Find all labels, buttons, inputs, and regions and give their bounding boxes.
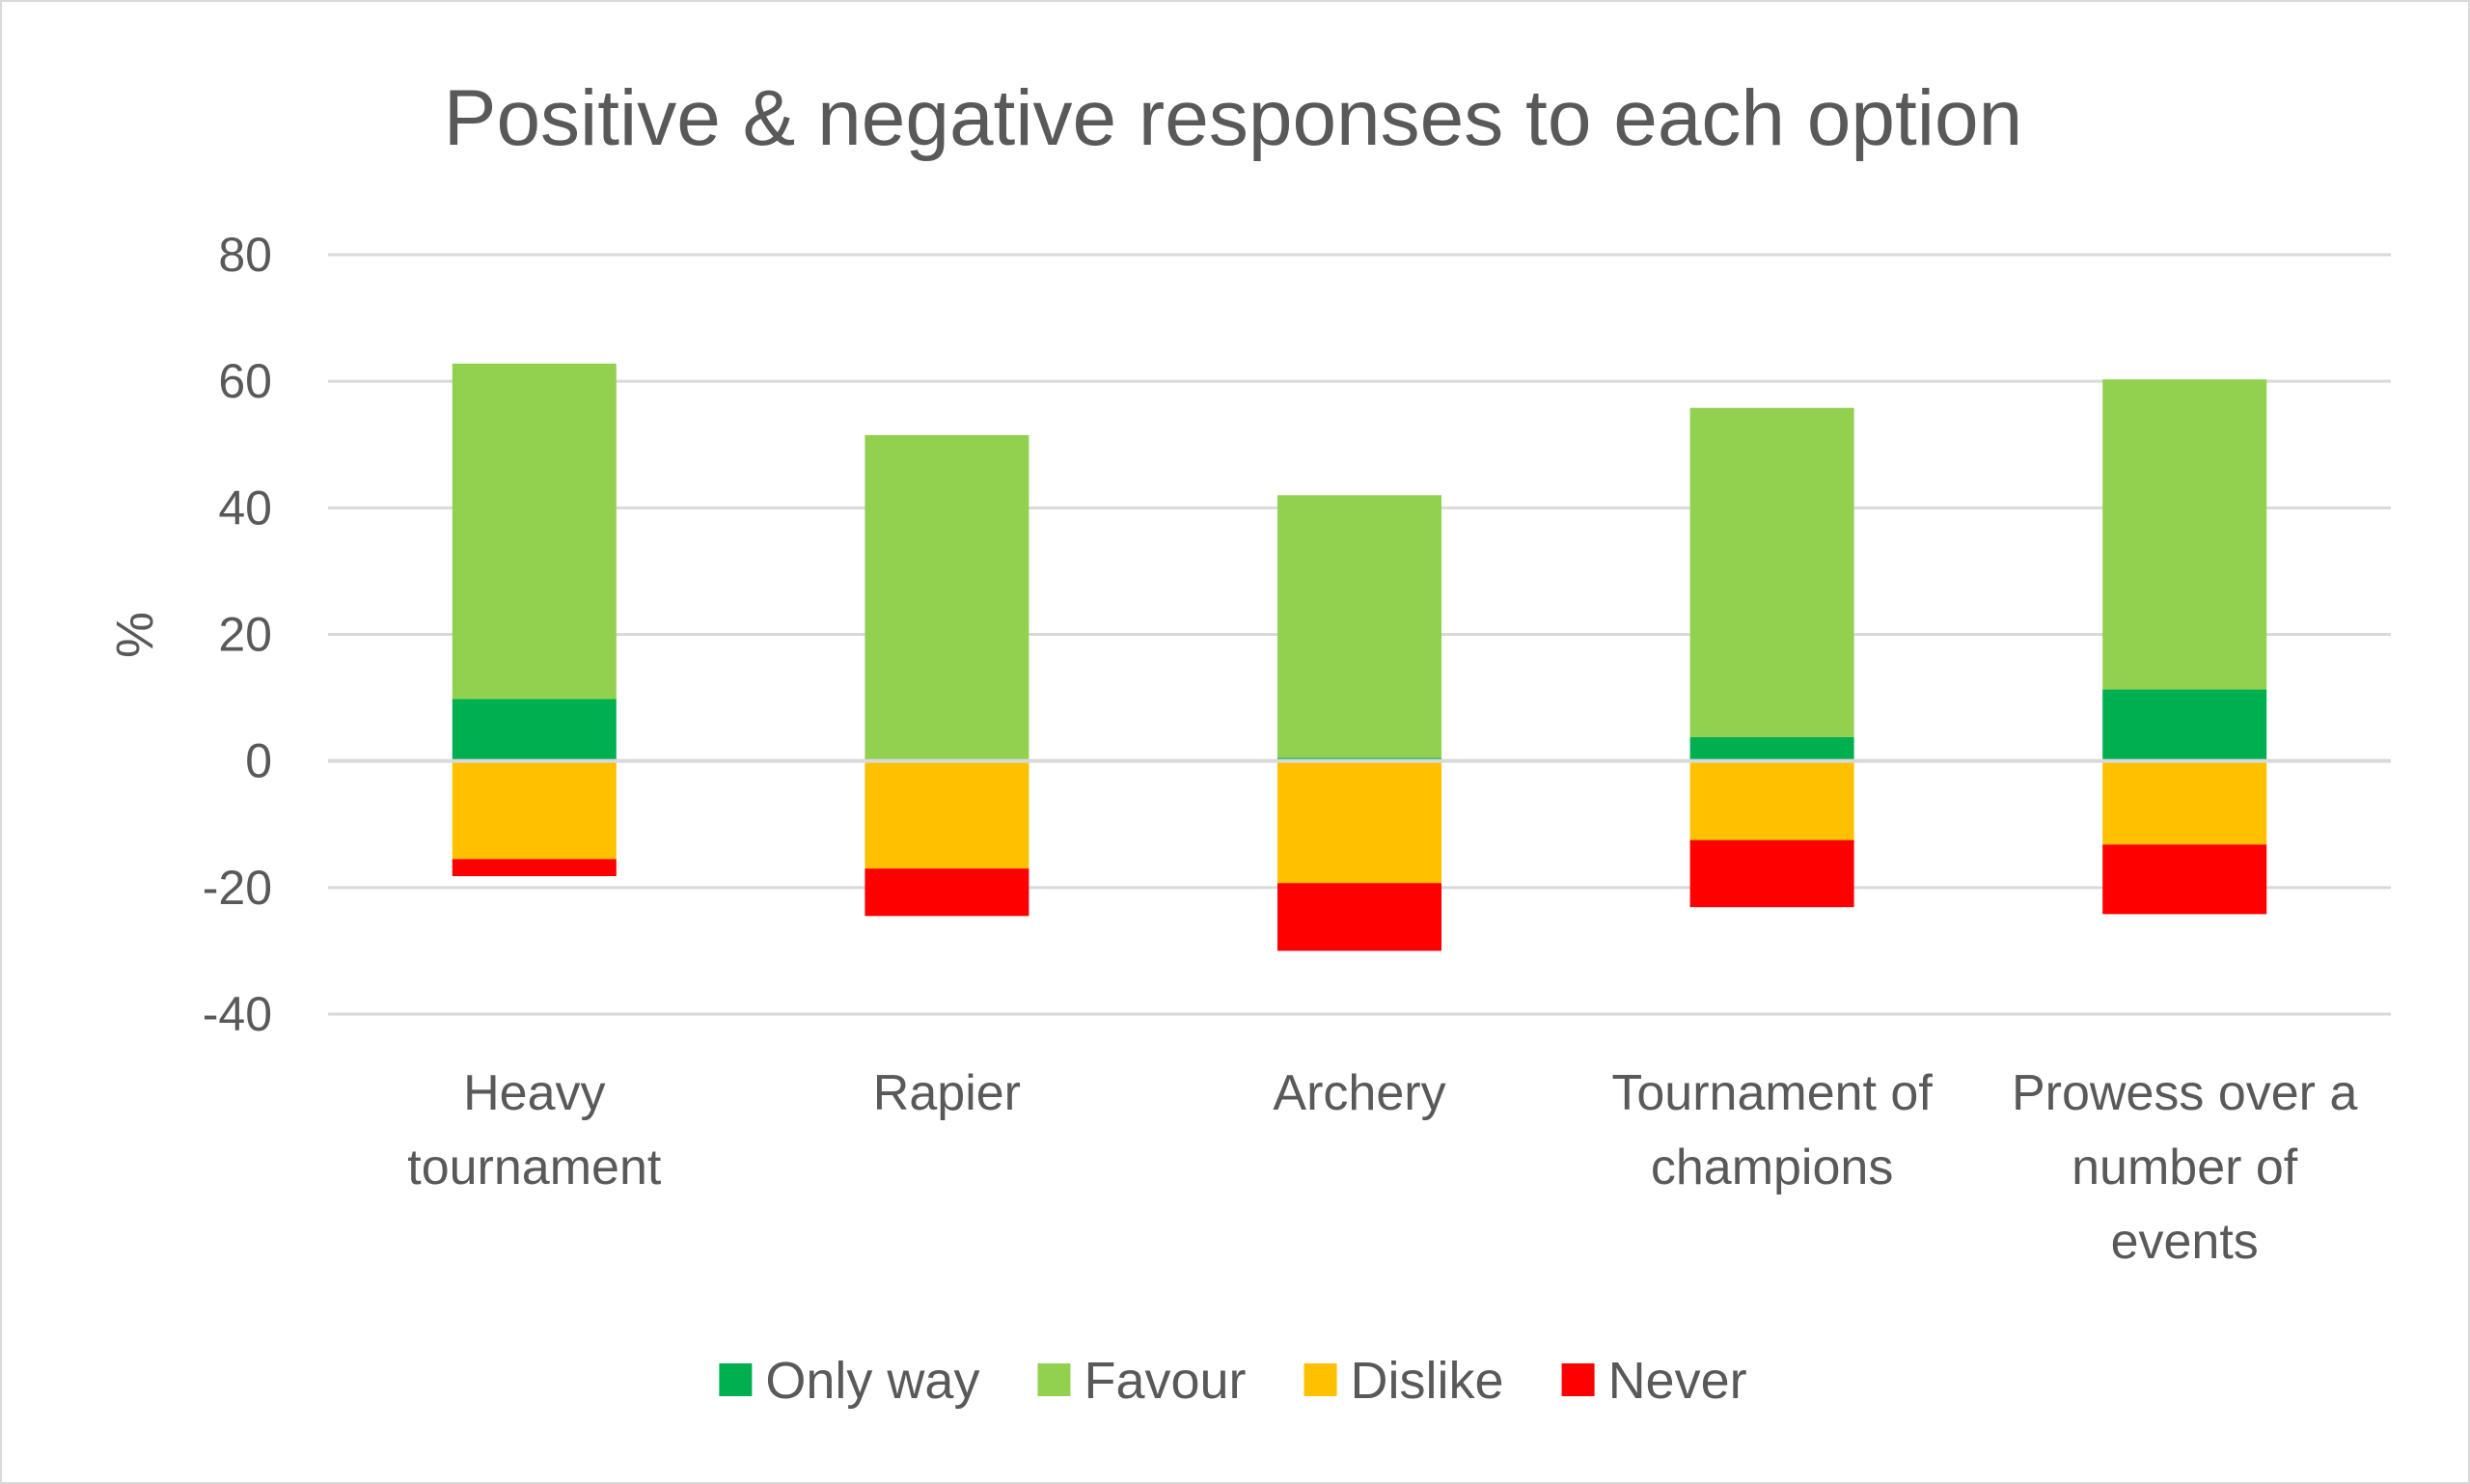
bar-segment-dislike [452, 760, 617, 860]
bar-segment-never [864, 868, 1029, 917]
legend-swatch [1561, 1363, 1595, 1396]
bar-segment-favour [1277, 495, 1441, 758]
x-category-label: Archery [1273, 1065, 1445, 1121]
bar-segment-dislike [1689, 760, 1854, 840]
legend-swatch [1304, 1363, 1337, 1396]
legend-label: Never [1608, 1352, 1747, 1410]
y-tick-label: -40 [203, 987, 272, 1041]
y-tick-label: 0 [245, 734, 272, 788]
legend-label: Only way [765, 1352, 979, 1410]
bar-segment-dislike [2102, 760, 2267, 845]
legend-label: Favour [1084, 1352, 1246, 1410]
x-axis-category-labels: Heavy tournament Rapier Archery Tournament o… [407, 1065, 2357, 1270]
x-category-label: Tournament of champions [1611, 1065, 1933, 1195]
bar-segment-dislike [864, 760, 1029, 869]
y-tick-label: -20 [203, 861, 272, 915]
x-category-label: Heavy tournament [407, 1065, 662, 1195]
legend: Only way Favour Dislike Never [719, 1352, 1747, 1410]
legend-item-only-way: Only way [719, 1352, 979, 1410]
legend-item-favour: Favour [1037, 1352, 1247, 1410]
legend-item-never: Never [1561, 1352, 1747, 1410]
legend-swatch [1037, 1363, 1071, 1396]
legend-item-dislike: Dislike [1304, 1352, 1504, 1410]
bars [452, 363, 2267, 951]
legend-swatch [719, 1363, 753, 1396]
bar-segment-favour [864, 434, 1029, 761]
bar-segment-favour [452, 363, 617, 700]
bar-segment-only-way [2102, 689, 2267, 761]
y-tick-label: 60 [218, 354, 272, 408]
bar-segment-favour [1689, 407, 1854, 737]
y-tick-label: 80 [218, 228, 272, 282]
bar-segment-never [452, 859, 617, 877]
bar-segment-dislike [1277, 760, 1441, 884]
y-tick-label: 40 [218, 481, 272, 535]
legend-label: Dislike [1351, 1352, 1504, 1410]
bar-segment-only-way [452, 699, 617, 761]
bar-segment-never [1689, 839, 1854, 908]
bar-segment-never [2102, 844, 2267, 915]
bar-segment-favour [2102, 379, 2267, 690]
bar-segment-never [1277, 883, 1441, 951]
chart-title: Positive & negative responses to each op… [444, 74, 2022, 162]
y-tick-label: 20 [218, 608, 272, 662]
y-axis-tick-labels: 80 60 40 20 0 -20 -40 [203, 228, 272, 1041]
bar-segment-only-way [1689, 736, 1854, 761]
x-category-label: Rapier [873, 1065, 1021, 1121]
y-axis-label: % [106, 612, 164, 658]
x-category-label: Prowess over a number of events [2012, 1065, 2357, 1270]
